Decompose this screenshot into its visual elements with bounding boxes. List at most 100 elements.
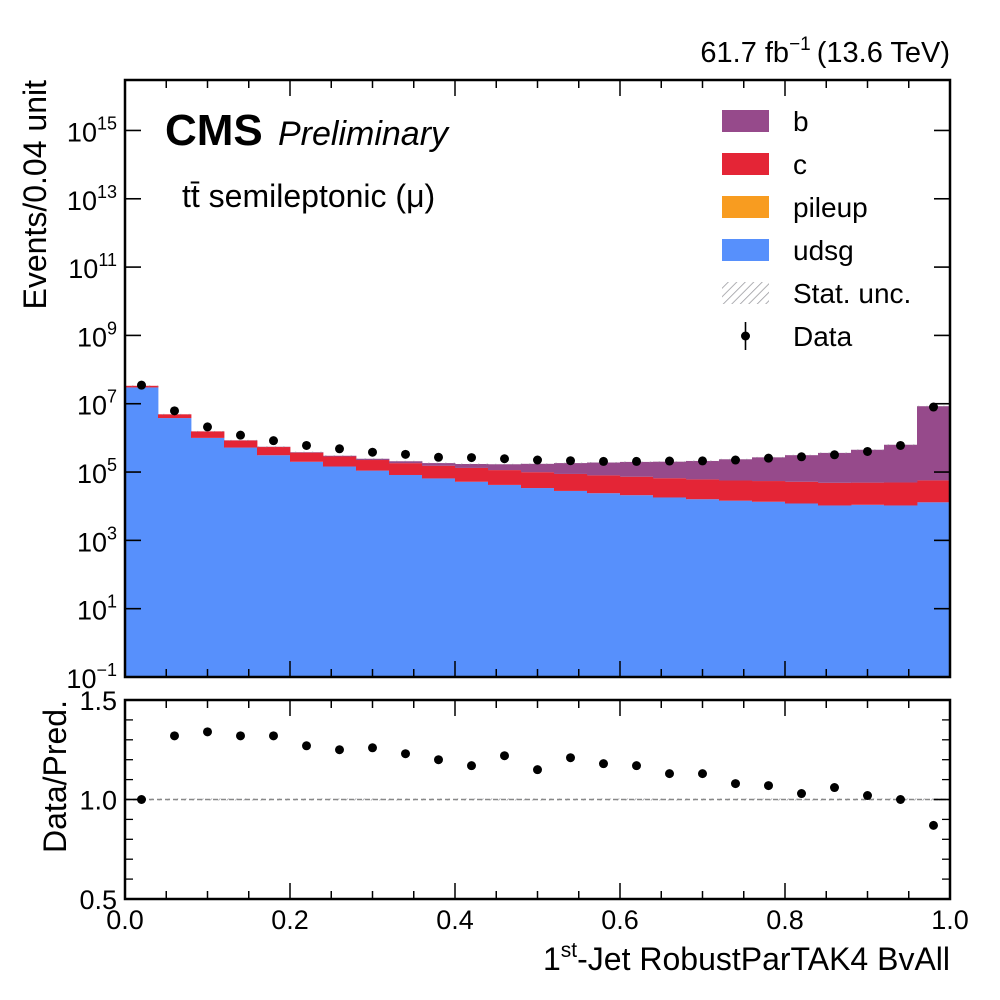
data-point bbox=[170, 406, 179, 416]
y-tick-base: 10 bbox=[77, 527, 107, 557]
bar-udsg bbox=[125, 387, 159, 677]
ratio-point bbox=[632, 761, 641, 771]
data-point bbox=[434, 452, 443, 462]
ratio-axis-ticks: 0.5 1.0 1.5 0.0 0.2 0.4 0.6 0.8 1.0 bbox=[79, 686, 968, 935]
y-tick-exp: 7 bbox=[107, 387, 117, 407]
series-pileup bbox=[125, 387, 950, 506]
data-point bbox=[665, 456, 674, 466]
bar-c bbox=[785, 481, 819, 504]
legend-swatch bbox=[722, 239, 769, 261]
legend-label: c bbox=[793, 149, 807, 180]
bar-udsg bbox=[851, 504, 885, 677]
bar-b bbox=[389, 461, 423, 464]
y-tick-exp: 13 bbox=[97, 182, 117, 202]
y-tick-exp: 3 bbox=[107, 523, 117, 543]
bar-udsg bbox=[191, 437, 225, 677]
data-point bbox=[896, 440, 905, 450]
bar-c bbox=[917, 480, 950, 503]
y-tick-base: 10 bbox=[77, 391, 107, 421]
bar-udsg bbox=[455, 481, 489, 677]
stat-unc-band bbox=[389, 460, 422, 462]
ratio-point bbox=[863, 791, 872, 801]
x-axis-label: 1st-Jet RobustParTAK4 BvAll bbox=[543, 939, 950, 977]
data-point bbox=[236, 430, 245, 440]
data-point bbox=[599, 456, 608, 466]
y-tick-exp: 9 bbox=[107, 318, 117, 338]
data-point bbox=[467, 453, 476, 463]
data-point bbox=[137, 380, 146, 390]
legend-label: udsg bbox=[793, 235, 854, 266]
lumi-label: 61.7 fb−1 (13.6 TeV) bbox=[700, 34, 950, 69]
bar-b bbox=[356, 458, 390, 461]
ratio-point bbox=[896, 795, 905, 804]
main-y-axis-label: Events/0.04 unit bbox=[17, 80, 53, 310]
bar-c bbox=[257, 447, 291, 456]
y-tick-base: 10 bbox=[67, 117, 97, 147]
stat-unc-band bbox=[488, 463, 521, 465]
ratio-point bbox=[665, 769, 674, 779]
ratio-point bbox=[533, 765, 542, 775]
x-tick-label: 1.0 bbox=[931, 905, 969, 935]
legend: bc pileup udsg Stat. unc. Data bbox=[722, 106, 911, 352]
x-tick-label: 0.6 bbox=[601, 905, 639, 935]
bar-c bbox=[752, 481, 786, 502]
ratio-y-tick-label: 1.0 bbox=[79, 786, 117, 816]
y-tick-exp: 1 bbox=[107, 592, 117, 612]
data-points bbox=[137, 380, 938, 466]
bar-b bbox=[752, 457, 786, 482]
ratio-y-tick-label: 1.5 bbox=[79, 686, 117, 716]
bar-c bbox=[818, 482, 852, 506]
y-tick-label: 109 bbox=[77, 318, 117, 352]
bar-c bbox=[290, 452, 324, 462]
data-point bbox=[368, 447, 377, 457]
data-point bbox=[302, 440, 311, 450]
bar-c bbox=[224, 440, 258, 448]
data-point bbox=[500, 454, 509, 464]
y-tick-label: 107 bbox=[77, 387, 117, 421]
bar-b bbox=[653, 461, 687, 479]
ratio-point bbox=[566, 753, 575, 763]
stat-unc-band bbox=[257, 446, 290, 448]
bar-c bbox=[719, 480, 753, 501]
bar-b bbox=[554, 463, 588, 474]
bar-udsg bbox=[290, 461, 324, 677]
data-point bbox=[203, 422, 212, 432]
ratio-point bbox=[335, 745, 344, 755]
x-tick-label: 0.8 bbox=[766, 905, 804, 935]
bar-udsg bbox=[158, 418, 192, 677]
bar-udsg bbox=[323, 466, 357, 677]
stat-unc-band bbox=[290, 451, 323, 453]
data-point bbox=[566, 456, 575, 466]
y-tick-label: 1013 bbox=[67, 182, 117, 216]
y-tick-base: 10 bbox=[67, 186, 97, 216]
x-tick-label: 0.0 bbox=[106, 905, 144, 935]
ratio-point bbox=[797, 789, 806, 799]
bar-c bbox=[851, 482, 885, 505]
legend-label: Stat. unc. bbox=[793, 278, 911, 309]
data-point bbox=[533, 455, 542, 465]
legend-label: b bbox=[793, 106, 809, 137]
legend-label: pileup bbox=[793, 192, 868, 223]
bar-udsg bbox=[686, 499, 720, 677]
data-point bbox=[731, 455, 740, 465]
data-point bbox=[401, 449, 410, 459]
ratio-plot-frame bbox=[123, 698, 952, 901]
bar-udsg bbox=[620, 495, 654, 677]
y-tick-base: 10 bbox=[77, 322, 107, 352]
y-tick-exp: −1 bbox=[96, 660, 117, 680]
y-tick-label: 10−1 bbox=[66, 660, 117, 694]
bar-c bbox=[455, 467, 489, 482]
bar-c bbox=[884, 482, 918, 506]
ratio-point bbox=[467, 761, 476, 771]
y-tick-label: 103 bbox=[77, 523, 117, 557]
ratio-point bbox=[269, 731, 278, 741]
data-point bbox=[632, 456, 641, 466]
ratio-point bbox=[929, 820, 938, 830]
bar-udsg bbox=[488, 484, 522, 677]
ratio-point bbox=[302, 741, 311, 751]
bar-c bbox=[521, 472, 555, 489]
stat-unc-band bbox=[422, 462, 455, 464]
y-tick-exp: 11 bbox=[98, 250, 117, 270]
series-c bbox=[125, 385, 950, 506]
